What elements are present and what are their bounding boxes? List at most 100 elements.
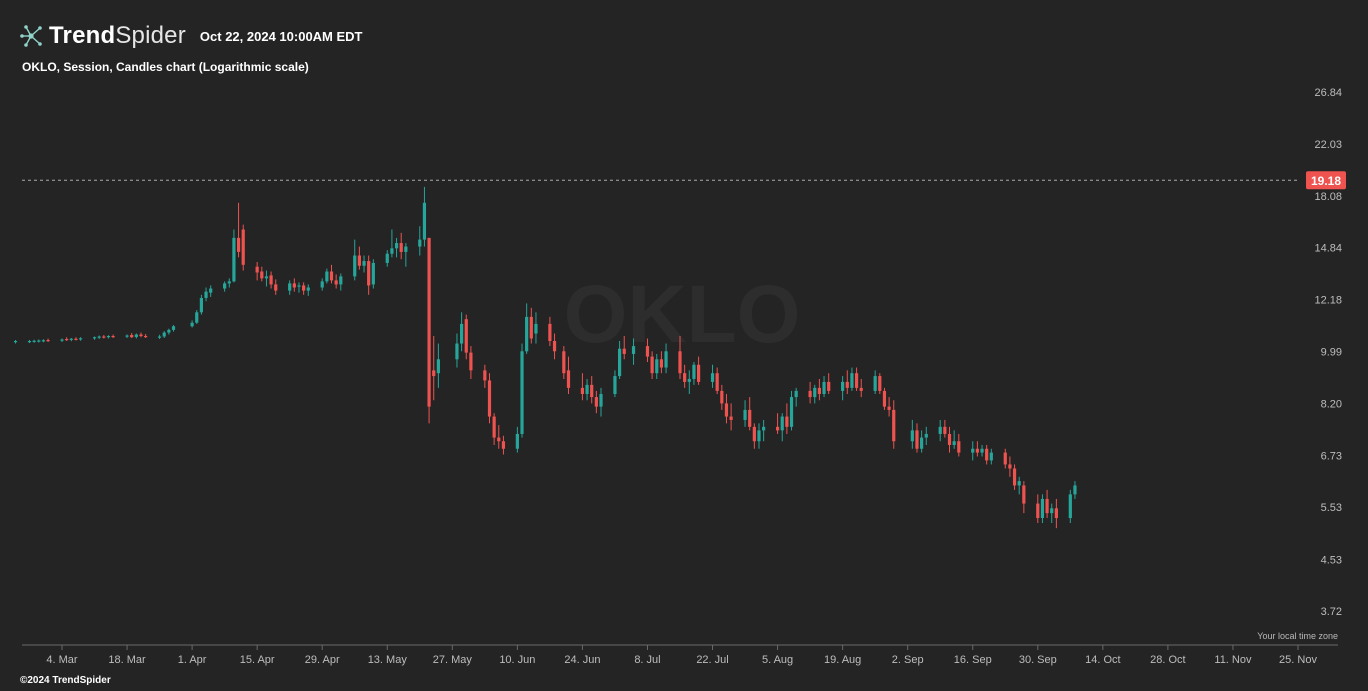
- candle-body: [329, 271, 334, 281]
- candle: [1017, 476, 1021, 495]
- candle: [938, 419, 942, 442]
- candle: [989, 448, 993, 465]
- candle-body: [743, 409, 747, 420]
- candle: [562, 346, 566, 379]
- candle-body: [720, 390, 724, 404]
- candle: [1040, 494, 1045, 524]
- candle-body: [487, 380, 492, 417]
- candle-body: [460, 323, 464, 344]
- candle: [134, 333, 138, 339]
- candle-body: [947, 433, 952, 445]
- candle-body: [260, 271, 264, 279]
- candle-body: [455, 343, 459, 360]
- candle-body: [971, 448, 975, 453]
- candle: [78, 337, 83, 341]
- candle-body: [585, 384, 589, 394]
- candle-body: [269, 275, 273, 285]
- candle: [371, 259, 375, 289]
- candle: [692, 362, 696, 385]
- y-tick-label: 22.03: [1314, 139, 1342, 151]
- candle: [650, 351, 654, 379]
- candle: [762, 419, 766, 442]
- candle-body: [599, 393, 603, 407]
- candle: [404, 243, 408, 267]
- candle-body: [552, 340, 557, 352]
- candle-body: [952, 441, 956, 445]
- y-tick-label: 6.73: [1321, 450, 1342, 462]
- x-tick-label: 16. Sep: [954, 654, 992, 666]
- candle-body: [320, 281, 324, 288]
- candle: [980, 444, 984, 457]
- x-tick-label: 25. Nov: [1279, 654, 1317, 666]
- chart-subtitle: OKLO, Session, Candles chart (Logarithmi…: [22, 60, 309, 74]
- candle-body: [69, 338, 73, 340]
- candle: [817, 378, 821, 401]
- candle-body: [859, 387, 863, 391]
- candle-body: [60, 339, 64, 341]
- candle-body: [288, 283, 292, 291]
- candle: [306, 284, 310, 296]
- candle: [74, 337, 78, 341]
- candle-body: [687, 378, 691, 382]
- candle-body: [1050, 508, 1054, 514]
- candle: [353, 239, 357, 281]
- candle-body: [980, 448, 984, 453]
- candle: [269, 271, 273, 289]
- candle-body: [223, 283, 227, 289]
- candle: [655, 353, 659, 379]
- candle-body: [209, 288, 213, 293]
- candle-body: [1036, 503, 1040, 519]
- candle: [362, 255, 366, 273]
- candle-body: [106, 335, 111, 338]
- candle: [288, 280, 292, 295]
- x-tick-label: 24. Jun: [564, 654, 600, 666]
- candle-body: [645, 346, 650, 357]
- spider-node-icon: [20, 25, 42, 47]
- candle-body: [1022, 485, 1026, 504]
- candle: [813, 384, 817, 404]
- candle: [204, 287, 208, 302]
- candle-body: [65, 338, 69, 341]
- candle: [394, 237, 399, 258]
- candle: [887, 397, 891, 417]
- candle-body: [204, 291, 208, 298]
- candle-body: [920, 437, 924, 449]
- candle: [357, 246, 361, 270]
- candle-body: [989, 452, 993, 461]
- y-tick-label: 12.18: [1314, 295, 1342, 307]
- candle: [69, 337, 73, 342]
- candle-body: [302, 285, 306, 291]
- candle: [525, 303, 529, 354]
- candle-body: [566, 370, 571, 388]
- candle-body: [762, 426, 766, 431]
- candle: [334, 274, 338, 289]
- candle: [957, 433, 961, 457]
- candle: [1050, 503, 1054, 524]
- x-tick-label: 10. Jun: [499, 654, 535, 666]
- candle-body: [325, 271, 329, 282]
- candle: [65, 337, 69, 341]
- candle: [60, 338, 64, 343]
- candle-body: [1054, 508, 1058, 519]
- y-axis[interactable]: 3.72 4.53 5.53 6.73 8.20 9.99 12.18 14.84 18.08 2…: [1314, 87, 1342, 618]
- candle: [1068, 489, 1072, 524]
- copyright: ©2024 TrendSpider: [20, 675, 111, 686]
- x-axis[interactable]: 4. Mar 18. Mar 1. Apr 15. Apr 29. Apr 13. May…: [46, 645, 1317, 666]
- candle-body: [167, 329, 171, 333]
- candle-body: [125, 335, 129, 337]
- candle: [924, 426, 928, 445]
- candle-body: [724, 403, 729, 417]
- candle: [469, 346, 473, 379]
- candle: [971, 441, 975, 461]
- candle: [501, 435, 506, 455]
- candle-body: [710, 373, 715, 382]
- candle: [534, 312, 538, 344]
- candle-body: [650, 356, 654, 374]
- candle-body: [617, 348, 622, 377]
- candle: [617, 340, 622, 379]
- candle: [985, 444, 989, 465]
- candle-body: [157, 336, 162, 338]
- candle-body: [696, 364, 701, 382]
- x-tick-label: 18. Mar: [108, 654, 146, 666]
